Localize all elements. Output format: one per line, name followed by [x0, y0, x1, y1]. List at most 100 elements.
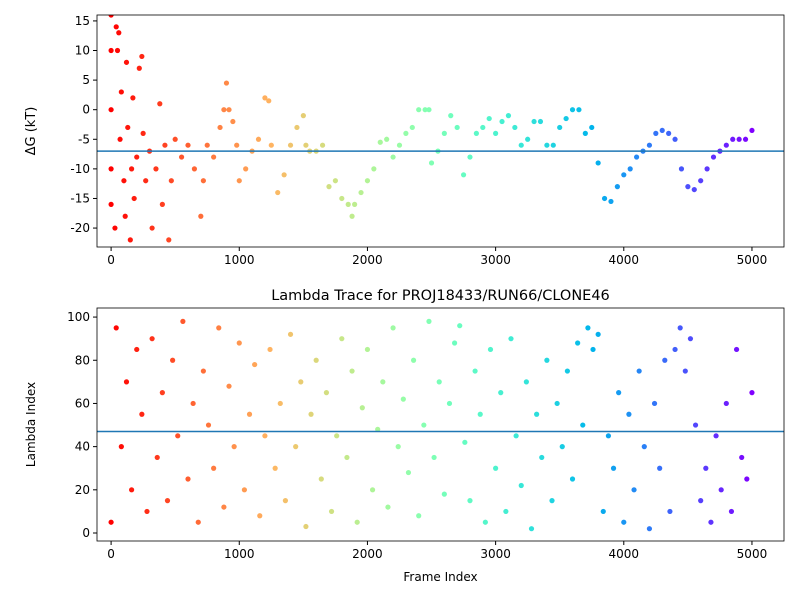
point — [162, 142, 168, 148]
point — [636, 368, 642, 374]
point — [149, 225, 155, 231]
point — [467, 154, 473, 160]
point — [339, 195, 345, 202]
point — [657, 465, 663, 471]
point — [505, 113, 512, 119]
point — [287, 142, 294, 148]
point — [692, 422, 699, 428]
point — [576, 107, 582, 113]
x-tick-label: 0 — [107, 253, 115, 267]
point — [710, 154, 717, 160]
point — [626, 411, 632, 417]
y-tick-label: -10 — [70, 162, 90, 176]
point — [234, 142, 240, 148]
point — [318, 476, 324, 482]
chart-title: Lambda Trace for PROJ18433/RUN66/CLONE46 — [271, 288, 610, 304]
point — [513, 433, 519, 439]
point — [416, 513, 422, 519]
point — [554, 400, 560, 407]
point — [550, 142, 556, 148]
point — [131, 195, 137, 202]
point — [112, 225, 118, 231]
y-tick-label: 100 — [67, 310, 90, 324]
point — [564, 368, 570, 374]
point — [687, 336, 694, 342]
point — [744, 476, 750, 482]
point — [518, 142, 524, 148]
point — [359, 405, 365, 411]
point — [448, 113, 454, 119]
point — [113, 325, 119, 331]
point — [723, 400, 729, 407]
point — [531, 118, 537, 125]
point — [216, 325, 222, 331]
point — [266, 98, 272, 104]
point — [200, 368, 206, 374]
point — [200, 178, 206, 184]
point — [610, 465, 617, 471]
point — [441, 491, 447, 497]
point — [275, 189, 281, 196]
point — [349, 368, 355, 374]
point — [241, 487, 247, 493]
point — [589, 124, 595, 131]
point — [728, 508, 735, 515]
point — [303, 142, 309, 148]
point — [159, 390, 165, 396]
point — [557, 124, 563, 131]
point — [472, 368, 478, 374]
point — [166, 237, 172, 243]
point — [281, 172, 287, 178]
point — [426, 107, 432, 113]
point — [287, 331, 294, 337]
point — [191, 166, 198, 172]
point — [662, 357, 668, 363]
point — [185, 476, 191, 482]
point — [621, 519, 627, 525]
point — [125, 124, 131, 131]
point — [446, 400, 453, 407]
point — [139, 411, 145, 417]
point — [185, 142, 191, 148]
point — [646, 526, 653, 532]
point — [121, 178, 127, 184]
point — [223, 80, 230, 86]
point — [252, 361, 258, 368]
point — [410, 357, 417, 363]
point — [262, 433, 268, 439]
point — [460, 172, 467, 178]
point — [749, 127, 755, 134]
point — [268, 142, 274, 148]
axes-frame — [96, 14, 785, 248]
point — [493, 465, 499, 471]
y-tick-label: -20 — [70, 221, 90, 235]
x-tick-label: 3000 — [480, 253, 511, 267]
point — [267, 346, 273, 353]
point — [595, 331, 601, 337]
point — [204, 142, 210, 148]
point — [421, 422, 427, 428]
point — [646, 142, 653, 148]
point — [713, 433, 719, 439]
point — [349, 213, 355, 219]
point — [123, 59, 130, 65]
point — [641, 444, 647, 450]
point — [682, 368, 688, 374]
y-tick-label: 0 — [82, 526, 90, 540]
point — [130, 95, 136, 101]
point — [569, 107, 576, 113]
point — [457, 323, 463, 329]
y-tick-label: 40 — [75, 440, 90, 454]
point — [231, 444, 237, 450]
y-tick-label: 80 — [75, 353, 90, 367]
point — [298, 379, 304, 385]
point — [180, 318, 186, 324]
point — [345, 201, 351, 207]
point — [118, 89, 124, 95]
point — [409, 124, 415, 131]
point — [426, 318, 432, 324]
point — [118, 444, 124, 450]
point — [691, 186, 697, 193]
point — [631, 487, 637, 493]
